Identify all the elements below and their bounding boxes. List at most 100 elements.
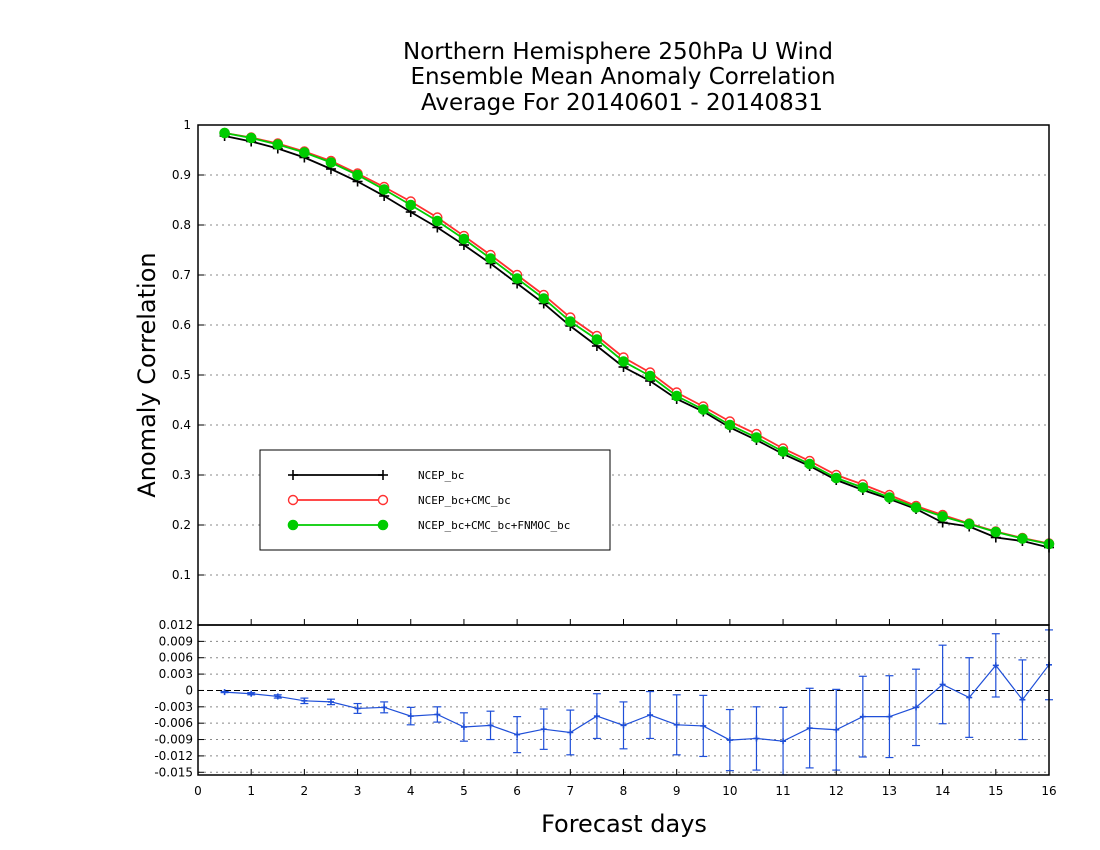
top-y-tick-label: 0.3 — [172, 468, 191, 482]
legend-item-0: NCEP_bc — [288, 469, 464, 482]
x-tick-label: 6 — [513, 784, 521, 798]
data-point — [963, 518, 975, 530]
difference-point — [460, 724, 467, 730]
difference-point — [753, 735, 760, 742]
data-point — [511, 273, 523, 284]
data-point — [804, 458, 815, 470]
difference-point — [673, 721, 680, 728]
x-tick-label: 3 — [354, 784, 362, 798]
title-line-1: Northern Hemisphere 250hPa U Wind — [403, 39, 833, 65]
data-point — [618, 356, 629, 367]
x-tick-label: 9 — [673, 784, 681, 798]
data-point — [405, 199, 417, 211]
difference-point — [593, 713, 600, 720]
difference-point — [514, 731, 521, 738]
data-point — [884, 492, 895, 503]
bottom-panel-grid — [198, 624, 1049, 773]
top-y-tick-label: 0.1 — [172, 568, 191, 582]
chart-title: Northern Hemisphere 250hPa U Wind Ensemb… — [403, 39, 836, 116]
difference-point — [833, 726, 840, 733]
difference-point — [434, 711, 441, 718]
difference-point — [381, 704, 388, 711]
difference-point — [966, 694, 973, 701]
x-tick-label: 16 — [1041, 784, 1056, 798]
bottom-y-tick-label: 0.006 — [159, 651, 193, 665]
legend: NCEP_bc NCEP_bc+CMC_bc NCEP_bc+CMC_bc+FNMO… — [259, 449, 611, 551]
difference-point — [301, 697, 308, 704]
difference-point — [780, 738, 787, 745]
top-panel-series — [219, 127, 1055, 553]
difference-point — [620, 722, 627, 729]
legend-item-1: NCEP_bc+CMC_bc — [287, 494, 511, 507]
data-point — [245, 132, 257, 144]
top-y-tick-labels: 0.1 0.2 0.3 0.4 0.5 0.6 0.7 0.8 0.9 1 — [172, 118, 191, 582]
difference-series — [220, 629, 1053, 776]
x-tick-label: 11 — [775, 784, 790, 798]
legend-marker — [288, 470, 298, 480]
data-point — [485, 253, 496, 264]
x-tick-label: 13 — [882, 784, 897, 798]
y-axis-label: Anomaly Correlation — [133, 252, 161, 497]
data-point — [432, 215, 443, 227]
difference-point — [487, 722, 494, 729]
bottom-y-tick-label: 0.003 — [159, 667, 193, 681]
difference-point — [221, 689, 228, 696]
x-tick-label: 5 — [460, 784, 468, 798]
data-point — [644, 370, 656, 382]
x-tick-label: 2 — [301, 784, 309, 798]
top-y-tick-label: 0.2 — [172, 518, 191, 532]
legend-items: NCEP_bc NCEP_bc+CMC_bc NCEP_bc+CMC_bc+FNMO… — [287, 469, 570, 532]
data-point — [751, 432, 762, 443]
bottom-y-tick-label: 0.012 — [159, 618, 193, 632]
data-point — [378, 184, 390, 195]
data-point — [724, 419, 736, 431]
x-tick-label: 0 — [194, 784, 202, 798]
difference-point — [327, 698, 334, 705]
x-tick-label: 15 — [988, 784, 1003, 798]
x-axis-label: Forecast days — [541, 810, 707, 838]
legend-marker — [377, 494, 389, 506]
data-point — [272, 139, 284, 150]
difference-point — [992, 662, 999, 669]
difference-point — [407, 713, 414, 720]
legend-label: NCEP_bc+CMC_bc+FNMOC_bc — [418, 519, 570, 532]
legend-marker — [378, 470, 388, 480]
data-point — [565, 316, 576, 327]
data-point — [352, 169, 363, 181]
data-point — [910, 502, 922, 513]
series-2 — [219, 127, 1055, 550]
x-tick-label: 12 — [829, 784, 844, 798]
title-line-3: Average For 20140601 - 20140831 — [421, 90, 823, 116]
x-tick-label: 1 — [247, 784, 255, 798]
data-point — [591, 334, 603, 345]
bottom-y-tick-label: 0 — [185, 683, 193, 697]
legend-marker — [377, 519, 389, 531]
difference-point — [859, 713, 866, 720]
top-y-tick-label: 0.5 — [172, 368, 191, 382]
top-y-tick-label: 0.8 — [172, 218, 191, 232]
top-y-tick-label: 0.7 — [172, 268, 191, 282]
data-point — [830, 472, 842, 484]
bottom-y-tick-label: -0.015 — [154, 765, 193, 779]
difference-point — [540, 726, 547, 733]
bottom-y-tick-label: 0.009 — [159, 634, 193, 648]
data-point — [219, 127, 230, 139]
legend-label: NCEP_bc — [418, 469, 464, 482]
bottom-y-tick-labels: 0.012 0.009 0.006 0.003 0 -0.003 -0.006 -0.009 -… — [154, 618, 193, 779]
data-point — [697, 404, 709, 415]
difference-point — [806, 725, 813, 732]
data-point — [777, 446, 789, 457]
bottom-panel-series — [220, 629, 1053, 776]
difference-point — [274, 693, 281, 700]
x-tick-label: 10 — [722, 784, 737, 798]
x-tick-label: 8 — [620, 784, 628, 798]
data-point — [671, 390, 682, 402]
x-tick-label: 7 — [566, 784, 574, 798]
top-y-tick-label: 0.6 — [172, 318, 191, 332]
bottom-y-tick-label: -0.012 — [154, 749, 193, 763]
x-tick-label: 14 — [935, 784, 950, 798]
data-point — [458, 233, 470, 245]
difference-point — [1019, 696, 1026, 703]
legend-marker — [287, 519, 299, 531]
